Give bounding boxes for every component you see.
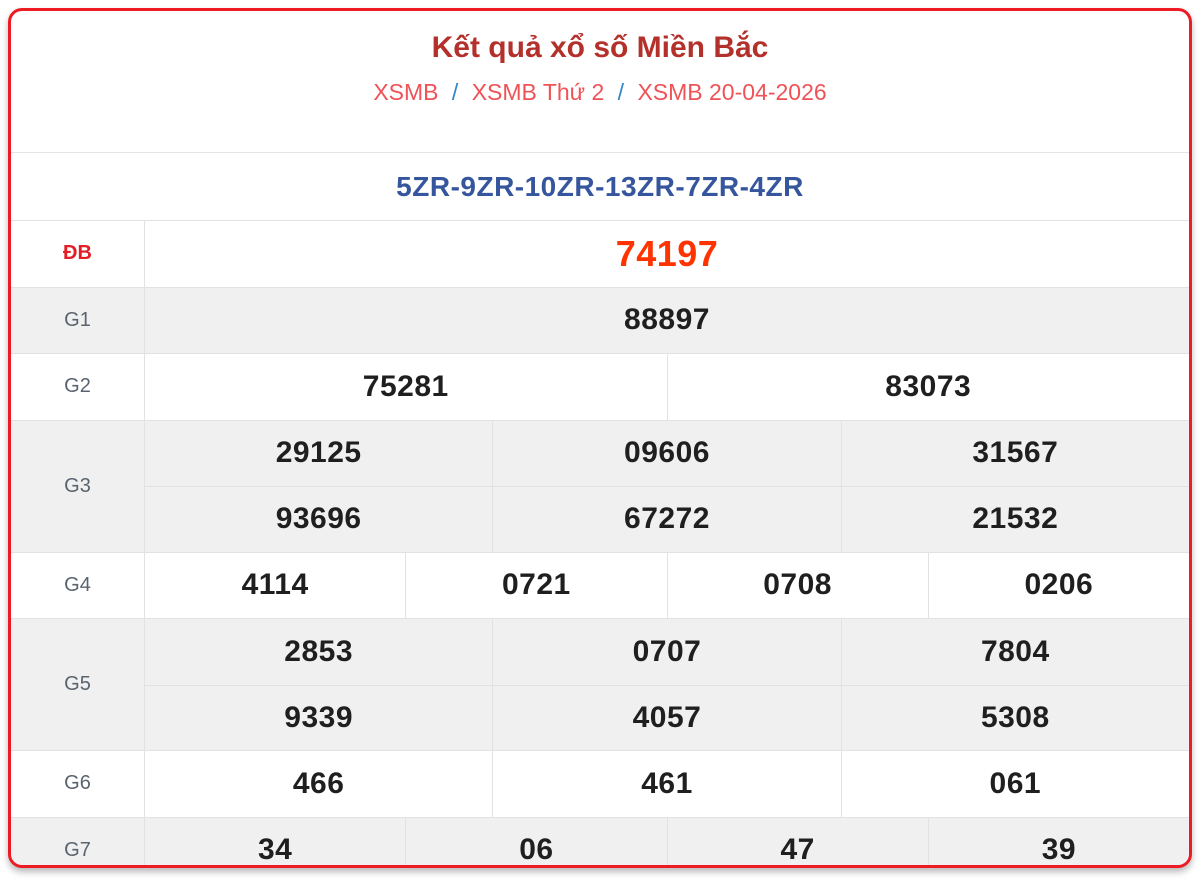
prize-value-g5: 9339 (284, 700, 354, 734)
prize-label-g7: G7 (11, 817, 145, 865)
prize-values-row: 29125 09606 31567 (145, 420, 1189, 486)
breadcrumb-separator: / (617, 79, 625, 105)
prize-value-g7: 34 (257, 833, 293, 867)
prize-value-g6: 061 (840, 751, 1189, 817)
prize-row-g7: G7 34 06 47 39 (11, 816, 1189, 867)
prize-row-g3: G3 29125 09606 31567 93696 67272 21532 (11, 419, 1189, 552)
draw-code-line: 5ZR-9ZR-10ZR-13ZR-7ZR-4ZR (396, 170, 804, 202)
prize-value-g6: 461 (492, 751, 840, 817)
prize-value-g3: 21532 (840, 487, 1189, 552)
prize-value-g3: 67272 (492, 487, 840, 552)
prize-value-g4: 0206 (927, 552, 1189, 618)
prize-values-row: 466 461 061 (145, 751, 1189, 817)
prize-row-g1: G1 88897 (11, 286, 1189, 354)
breadcrumb-link-xsmb-weekday[interactable]: XSMB Thứ 2 (471, 79, 605, 105)
prize-value-g5: 7804 (840, 619, 1189, 685)
prize-value-g6: 466 (292, 766, 345, 800)
breadcrumb-separator: / (451, 79, 459, 105)
prize-value-g7: 06 (405, 817, 666, 865)
prize-value-g3: 31567 (840, 420, 1189, 486)
prize-value-g2: 75281 (362, 369, 449, 403)
prize-value-g2: 83073 (666, 354, 1190, 420)
prize-label-g2: G2 (11, 354, 145, 420)
prize-value-g7: 47 (666, 817, 928, 865)
prize-values-row: 74197 (145, 221, 1189, 287)
prize-value-g7: 39 (927, 817, 1189, 865)
results-table: ĐB 74197 G1 88897 G2 75281 83073 G3 29125 09606 31… (11, 220, 1189, 867)
prize-label-g6: G6 (11, 751, 145, 817)
prize-values-row: 4114 0721 0708 0206 (145, 552, 1189, 618)
prize-value-g4: 0708 (666, 552, 928, 618)
prize-value-g4: 0721 (405, 552, 666, 618)
prize-value-g5: 5308 (840, 685, 1189, 750)
prize-label-g4: G4 (11, 552, 145, 618)
prize-row-g6: G6 466 461 061 (11, 750, 1189, 817)
prize-value-g3: 29125 (275, 436, 362, 470)
prize-value-g3: 09606 (492, 420, 840, 486)
prize-values-row: 93696 67272 21532 (145, 486, 1189, 552)
breadcrumb-link-xsmb[interactable]: XSMB (373, 79, 439, 105)
prize-values-row: 2853 0707 7804 (145, 619, 1189, 685)
prize-value-g5: 0707 (492, 619, 840, 685)
prize-value-g5: 4057 (492, 685, 840, 750)
prize-values-row: 88897 (145, 288, 1189, 354)
prize-values-row: 75281 83073 (145, 354, 1189, 420)
prize-label-g3: G3 (11, 420, 145, 552)
page-title: Kết quả xổ số Miền Bắc (431, 31, 769, 64)
lottery-results-card: Kết quả xổ số Miền Bắc XSMB / XSMB Thứ 2… (8, 8, 1192, 868)
prize-row-g4: G4 4114 0721 0708 0206 (11, 551, 1189, 618)
results-header: Kết quả xổ số Miền Bắc XSMB / XSMB Thứ 2… (11, 31, 1189, 153)
prize-value-g3: 93696 (275, 502, 362, 536)
prize-value-db: 74197 (615, 232, 719, 274)
prize-value-g5: 2853 (284, 634, 354, 668)
prize-values-row: 9339 4057 5308 (145, 684, 1189, 750)
prize-value-g1: 88897 (624, 303, 710, 337)
prize-label-db: ĐB (11, 221, 145, 287)
prize-values-row: 34 06 47 39 (145, 817, 1189, 867)
prize-label-g5: G5 (11, 619, 145, 750)
prize-label-g1: G1 (11, 287, 145, 353)
breadcrumb: XSMB / XSMB Thứ 2 / XSMB 20-04-2026 (11, 79, 1189, 106)
prize-row-g5: G5 2853 0707 7804 9339 4057 5308 (11, 618, 1189, 750)
breadcrumb-link-xsmb-date[interactable]: XSMB 20-04-2026 (637, 79, 827, 105)
prize-row-db: ĐB 74197 (11, 220, 1189, 287)
prize-value-g4: 4114 (241, 568, 309, 602)
prize-row-g2: G2 75281 83073 (11, 353, 1189, 420)
